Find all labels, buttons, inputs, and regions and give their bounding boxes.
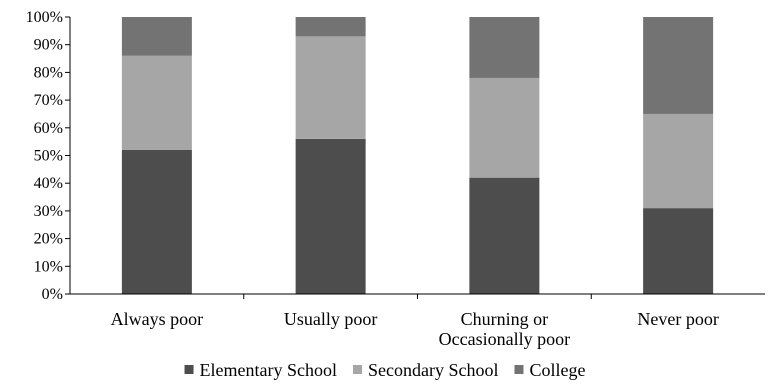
bar-secondary-school-never-poor (643, 113, 714, 209)
legend-label: Secondary School (368, 360, 498, 380)
legend-swatch (352, 365, 362, 374)
bar-college-usually-poor (295, 17, 366, 37)
y-tick-label: 60% (34, 120, 63, 137)
bar-elementary-school-usually-poor (295, 138, 366, 294)
axes-group (65, 16, 765, 299)
y-tick-label: 30% (34, 203, 63, 220)
legend-item-college: College (514, 360, 585, 380)
bar-college-churning-or-occasionally-poor (469, 17, 540, 78)
legend-item-secondary-school: Secondary School (352, 360, 498, 380)
bars-group (121, 17, 714, 294)
y-tick-label: 40% (34, 175, 63, 192)
y-tick-label: 70% (34, 92, 63, 109)
bar-elementary-school-always-poor (121, 149, 192, 294)
y-tick-label: 90% (34, 37, 63, 54)
y-tick-label: 50% (34, 148, 63, 165)
y-tick-label: 100% (26, 9, 63, 26)
x-category-labels: Always poor Usually poor Churning or Occasi… (111, 309, 719, 349)
y-tick-label: 80% (34, 64, 63, 81)
bar-secondary-school-always-poor (121, 55, 192, 150)
y-tick-label: 20% (34, 231, 63, 248)
legend-label: Elementary School (200, 360, 337, 380)
bar-secondary-school-churning-or-occasionally-poor (469, 77, 540, 178)
x-category-label: Never poor (637, 309, 718, 329)
y-tick-labels: 0% 10% 20% 30% 40% 50% 60% 70% 80% 90% 100% (26, 9, 63, 303)
bar-elementary-school-never-poor (643, 208, 714, 294)
legend-item-elementary-school: Elementary School (184, 360, 337, 380)
bar-college-always-poor (121, 17, 192, 56)
legend-label: College (529, 360, 585, 380)
x-category-label: Usually poor (284, 309, 378, 329)
y-tick-label: 0% (42, 286, 63, 303)
y-tick-label: 10% (34, 258, 63, 275)
legend-swatch (514, 365, 524, 374)
x-category-label: Churning or Occasionally poor (439, 309, 570, 349)
legend: Elementary School Secondary School College (184, 360, 585, 380)
bar-elementary-school-churning-or-occasionally-poor (469, 177, 540, 294)
legend-swatch (184, 365, 194, 374)
bar-secondary-school-usually-poor (295, 36, 366, 139)
bar-college-never-poor (643, 17, 714, 114)
x-category-label: Always poor (111, 309, 204, 329)
